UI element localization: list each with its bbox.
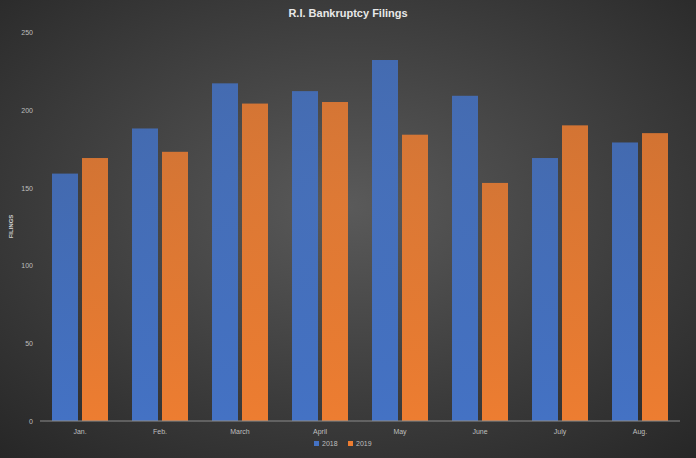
tick-mark: [37, 343, 40, 344]
bar: [402, 135, 428, 421]
y-axis-label: FILINGS: [8, 215, 14, 239]
x-tick-label: March: [230, 428, 250, 435]
tick-mark: [37, 187, 40, 188]
chart-container: R.I. Bankruptcy Filings FILINGS 0 50 100 150 2…: [0, 0, 696, 458]
bar: [82, 158, 108, 421]
bar: [212, 83, 238, 421]
chart-svg: R.I. Bankruptcy Filings FILINGS 0 50 100 150 2…: [0, 0, 696, 458]
y-tick-label: 150: [21, 185, 33, 192]
page: {"chart_data": {"type": "bar", "title": …: [0, 0, 696, 458]
x-tick-label: May: [393, 428, 407, 436]
bar: [242, 104, 268, 421]
legend-label: 2018: [322, 440, 338, 447]
y-tick-label: 200: [21, 107, 33, 114]
x-tick-label: April: [313, 428, 327, 436]
legend-swatch: [348, 441, 353, 446]
chart-title: R.I. Bankruptcy Filings: [288, 7, 407, 19]
y-tick-label: 50: [25, 340, 33, 347]
bar: [562, 125, 588, 421]
bar: [292, 91, 318, 421]
bar: [612, 142, 638, 421]
tick-mark: [37, 265, 40, 266]
bar: [322, 102, 348, 421]
bar: [162, 152, 188, 421]
bar: [372, 60, 398, 421]
x-tick-label: Jan.: [73, 428, 86, 435]
x-tick-label: Aug.: [633, 428, 647, 436]
bar: [482, 183, 508, 421]
y-tick-label: 250: [21, 29, 33, 36]
legend-label: 2019: [356, 440, 372, 447]
y-tick-label: 100: [21, 262, 33, 269]
tick-mark: [37, 421, 40, 422]
legend: 2018 2019: [314, 440, 372, 447]
tick-mark: [37, 109, 40, 110]
bar: [132, 128, 158, 421]
x-tick-label: Feb.: [153, 428, 167, 435]
bar: [52, 174, 78, 421]
x-axis-line: [40, 421, 680, 422]
bar: [452, 96, 478, 421]
x-tick-label: June: [472, 428, 487, 435]
legend-swatch: [314, 441, 319, 446]
bars: [52, 60, 668, 421]
background: [0, 0, 696, 458]
x-tick-label: July: [554, 428, 567, 436]
tick-mark: [37, 32, 40, 33]
bar: [642, 133, 668, 421]
bar: [532, 158, 558, 421]
y-tick-label: 0: [29, 418, 33, 425]
